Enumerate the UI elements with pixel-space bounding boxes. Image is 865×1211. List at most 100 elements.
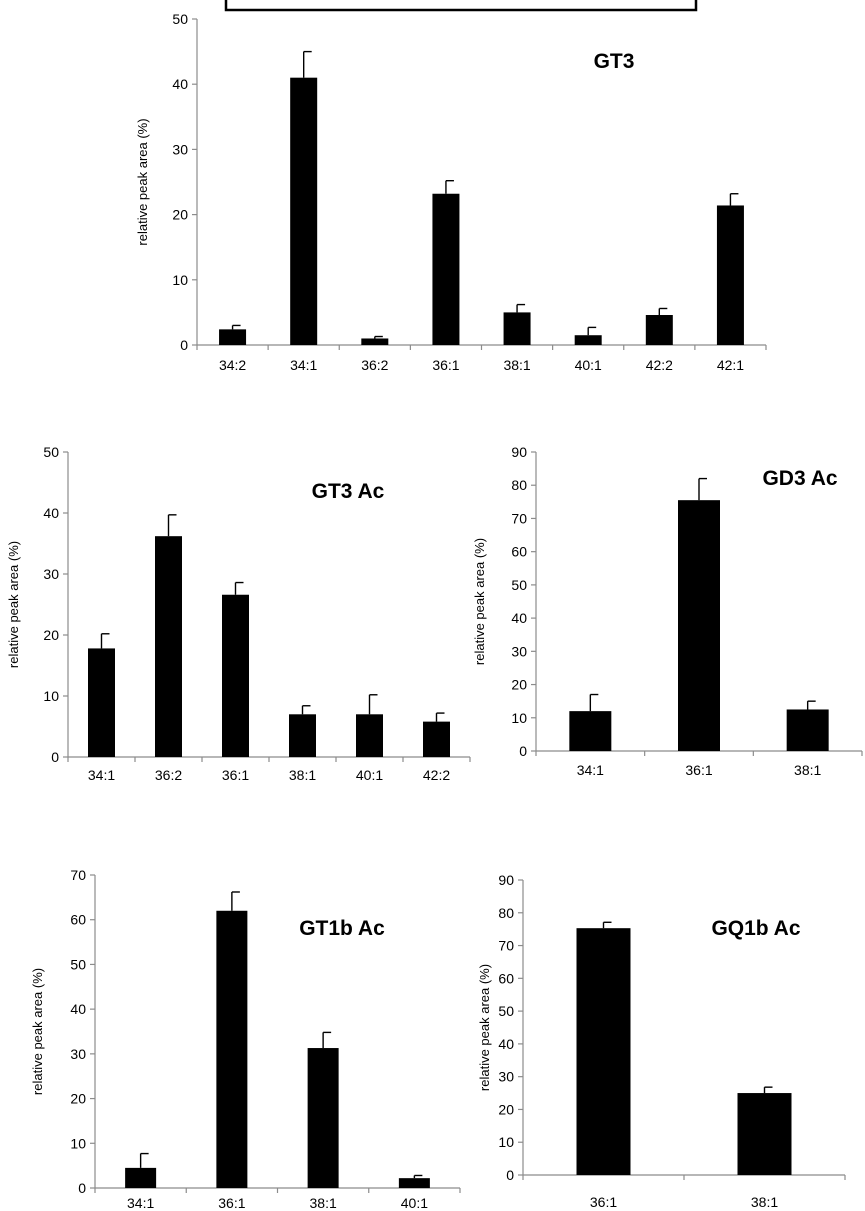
bar [432, 193, 460, 345]
chart-title: GT3 [594, 50, 635, 73]
bar [219, 329, 247, 345]
y-tick-label: 80 [511, 477, 527, 493]
chart-panel: 0 10 20 30 40 50 60 70 80 90 relative peak area (%… [472, 444, 863, 778]
y-tick-label: 90 [498, 872, 514, 888]
y-tick-label: 40 [70, 1001, 86, 1017]
y-tick-label: 20 [43, 627, 59, 643]
chart-panel: 0 10 20 30 40 50 relative peak area (%) 34:1 36:… [6, 444, 471, 783]
y-tick-label: 70 [498, 938, 514, 954]
y-tick-label: 10 [70, 1135, 86, 1151]
bar [574, 335, 602, 345]
y-axis-label: relative peak area (%) [477, 964, 492, 1091]
x-tick-label: 40:1 [575, 357, 602, 373]
y-tick-label: 50 [172, 11, 188, 27]
x-tick-label: 34:1 [290, 357, 317, 373]
bar [678, 500, 720, 751]
y-tick-label: 30 [498, 1069, 514, 1085]
x-tick-label: 36:2 [361, 357, 388, 373]
y-tick-label: 90 [511, 444, 527, 460]
x-tick-label: 36:2 [155, 767, 182, 783]
x-tick-label: 38:1 [289, 767, 316, 783]
y-tick-label: 30 [43, 566, 59, 582]
y-tick-label: 30 [70, 1046, 86, 1062]
y-tick-label: 0 [51, 749, 59, 765]
bar [569, 711, 612, 751]
y-axis-label: relative peak area (%) [6, 541, 21, 668]
y-tick-label: 20 [498, 1101, 514, 1117]
x-tick-label: 40:1 [401, 1195, 428, 1211]
bar [222, 594, 249, 757]
x-tick-label: 34:1 [88, 767, 115, 783]
y-tick-label: 40 [511, 610, 527, 626]
x-tick-label: 42:2 [646, 357, 673, 373]
chart-panel: 0 10 20 30 40 50 relative peak area (%) 34:2 34:… [135, 11, 767, 373]
y-tick-label: 60 [498, 970, 514, 986]
y-tick-label: 70 [70, 867, 86, 883]
bar [356, 714, 383, 757]
bar [645, 315, 673, 345]
chart-panel: 0 10 20 30 40 50 60 70 80 90 relative peak area (%… [477, 872, 846, 1210]
x-tick-label: 38:1 [751, 1194, 778, 1210]
bar [290, 77, 318, 346]
chart-title: GT1b Ac [299, 917, 385, 940]
x-tick-label: 36:1 [685, 762, 712, 778]
y-tick-label: 20 [172, 207, 188, 223]
y-tick-label: 10 [43, 688, 59, 704]
y-tick-label: 50 [498, 1003, 514, 1019]
y-axis-label: relative peak area (%) [135, 118, 150, 245]
bar [125, 1167, 157, 1188]
y-tick-label: 10 [511, 710, 527, 726]
y-tick-label: 40 [172, 76, 188, 92]
x-tick-label: 34:1 [577, 762, 604, 778]
bar [716, 205, 744, 345]
y-tick-label: 60 [511, 544, 527, 560]
y-tick-label: 40 [498, 1036, 514, 1052]
x-tick-label: 36:1 [222, 767, 249, 783]
bar [155, 536, 182, 757]
chart-title: GD3 Ac [762, 467, 837, 490]
chart-panels: 0 10 20 30 40 50 relative peak area (%) 34:2 34:… [6, 11, 863, 1211]
x-tick-label: 38:1 [794, 762, 821, 778]
x-tick-label: 36:1 [590, 1194, 617, 1210]
bar [503, 312, 531, 345]
y-tick-label: 30 [172, 141, 188, 157]
y-axis-label: relative peak area (%) [30, 968, 45, 1095]
y-tick-label: 70 [511, 510, 527, 526]
y-tick-label: 0 [506, 1167, 514, 1183]
y-tick-label: 80 [498, 905, 514, 921]
y-tick-label: 20 [70, 1091, 86, 1107]
y-axis-label: relative peak area (%) [472, 538, 487, 665]
chart-title: GQ1b Ac [711, 917, 800, 940]
bar [216, 910, 248, 1188]
bar [361, 338, 389, 345]
y-tick-label: 10 [172, 272, 188, 288]
chart-panel: 0 10 20 30 40 50 60 70 relative peak area (%) 34:… [30, 867, 461, 1211]
x-tick-label: 40:1 [356, 767, 383, 783]
y-tick-label: 0 [78, 1180, 86, 1196]
y-tick-label: 50 [511, 577, 527, 593]
bar [786, 709, 829, 751]
x-tick-label: 36:1 [218, 1195, 245, 1211]
bar [398, 1178, 430, 1188]
bar [737, 1093, 792, 1175]
y-tick-label: 50 [43, 444, 59, 460]
y-tick-label: 60 [70, 912, 86, 928]
y-tick-label: 30 [511, 643, 527, 659]
bar [289, 714, 316, 757]
x-tick-label: 34:1 [127, 1195, 154, 1211]
bar [423, 721, 450, 757]
bar [576, 928, 631, 1175]
y-tick-label: 0 [519, 743, 527, 759]
bar [307, 1048, 339, 1188]
y-tick-label: 20 [511, 677, 527, 693]
y-tick-label: 40 [43, 505, 59, 521]
y-tick-label: 0 [180, 337, 188, 353]
bar [88, 648, 115, 757]
x-tick-label: 38:1 [503, 357, 530, 373]
x-tick-label: 36:1 [432, 357, 459, 373]
y-tick-label: 10 [498, 1134, 514, 1150]
chart-title: GT3 Ac [312, 480, 385, 503]
x-tick-label: 42:2 [423, 767, 450, 783]
y-tick-label: 50 [70, 956, 86, 972]
